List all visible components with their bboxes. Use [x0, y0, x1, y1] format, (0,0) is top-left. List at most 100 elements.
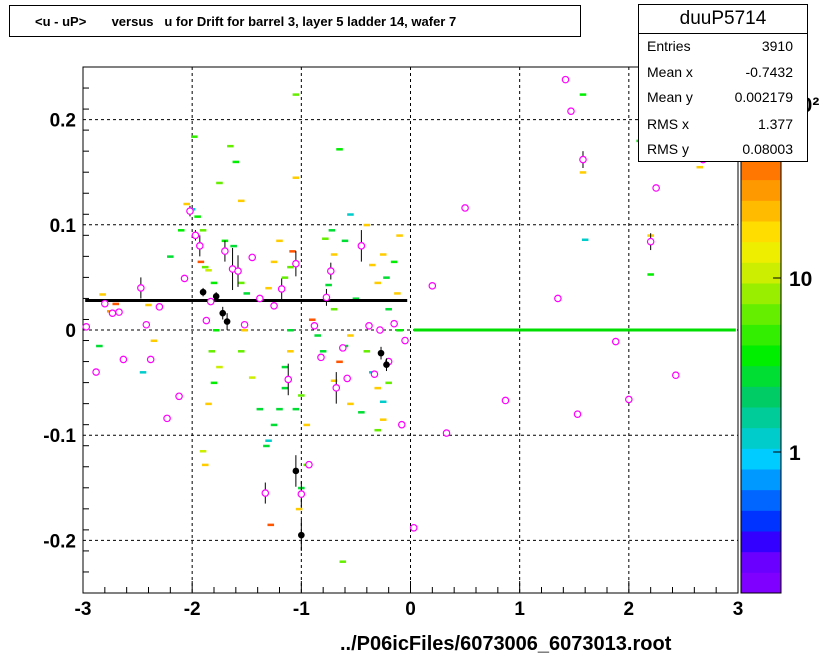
black-point — [223, 318, 231, 325]
heatmap-cell — [336, 148, 343, 151]
heatmap-cell — [267, 523, 275, 527]
heatmap-cell — [347, 213, 354, 216]
heatmap-cell — [243, 292, 251, 295]
color-scale-label: 10 — [789, 268, 812, 291]
profile-point — [461, 204, 469, 212]
heatmap-cell — [256, 407, 264, 411]
heatmap-cell — [210, 381, 218, 385]
profile-point — [332, 384, 341, 392]
heatmap-cell — [292, 176, 300, 179]
profile-point — [305, 460, 313, 469]
stats-row-entries: Entries 3910 — [639, 35, 807, 59]
stats-value: 0.002179 — [734, 89, 793, 105]
heatmap-cell — [276, 407, 283, 411]
heatmap-cell — [579, 171, 587, 174]
profile-point — [652, 184, 660, 192]
profile-point — [196, 242, 204, 250]
profile-point — [119, 355, 128, 364]
heatmap-cell — [379, 253, 387, 256]
profile-point — [202, 316, 211, 325]
profile-point — [142, 320, 151, 329]
heatmap-cell — [339, 560, 347, 563]
y-axis-ticks: -0.2 -0.1 0 0.1 0.2 — [43, 66, 89, 594]
y-tick-label: -0.2 — [43, 531, 76, 552]
heatmap-cell — [194, 215, 201, 218]
heatmap-cell — [199, 229, 207, 232]
heatmap-cell — [363, 223, 371, 227]
profile-point — [322, 293, 331, 302]
heatmap-cell — [212, 329, 220, 332]
heatmap-cell — [328, 229, 336, 232]
heatmap-cell — [347, 334, 354, 337]
heatmap-cell — [139, 371, 147, 374]
color-scale-segment — [741, 179, 781, 201]
color-scale: 11010² — [740, 94, 819, 594]
stats-label: RMS y — [647, 141, 689, 157]
heatmap-cell — [263, 444, 270, 448]
heatmap-cell — [112, 302, 120, 306]
heatmap-cell — [385, 381, 392, 385]
stats-row-mean-x: Mean x -0.7432 — [639, 61, 807, 85]
x-tick-label: -3 — [75, 599, 92, 620]
fit-lines — [85, 299, 736, 332]
heatmap-cell — [341, 239, 349, 243]
heatmap-cell — [394, 292, 401, 295]
color-scale-segment — [741, 241, 781, 263]
profile-point — [248, 253, 257, 262]
heatmap-cell — [208, 350, 216, 353]
color-scale-segment — [741, 386, 781, 408]
color-scale-segment — [741, 283, 781, 305]
color-scale-segment — [741, 427, 781, 449]
heatmap-cell — [248, 376, 256, 379]
profile-point — [297, 490, 306, 498]
profile-point — [390, 319, 398, 328]
heatmap-cells — [96, 93, 704, 563]
x-tick-label: 3 — [733, 599, 744, 620]
heatmap-cell — [281, 276, 289, 279]
heatmap-cell — [322, 237, 329, 240]
heatmap-cell — [330, 307, 338, 311]
profile-point — [186, 207, 194, 215]
heatmap-cell — [216, 181, 223, 185]
profile-point — [101, 299, 109, 308]
heatmap-cell — [383, 276, 390, 279]
color-scale-segment — [741, 551, 781, 573]
black-point — [298, 531, 305, 539]
profile-point — [428, 282, 437, 290]
profile-point — [343, 374, 351, 383]
color-scale-segment — [741, 200, 781, 222]
profile-point — [82, 323, 91, 331]
stats-label: RMS x — [647, 116, 689, 132]
profile-point — [92, 368, 100, 376]
profile-point — [163, 414, 171, 423]
heatmap-cell — [374, 281, 382, 285]
profile-point — [137, 284, 145, 292]
color-scale-segment — [741, 510, 781, 532]
heatmap-cell — [292, 93, 300, 96]
profile-point — [365, 321, 373, 330]
profile-point — [442, 429, 451, 437]
heatmap-cell — [265, 286, 272, 290]
heatmap-cell — [374, 428, 382, 432]
stats-value: 3910 — [761, 38, 793, 54]
heatmap-cell — [205, 402, 212, 406]
color-scale-segment — [741, 407, 781, 429]
heatmap-cell — [238, 199, 245, 203]
heatmap-cell — [385, 307, 392, 311]
color-scale-segment — [741, 262, 781, 284]
profile-point — [155, 303, 164, 311]
heatmap-cell — [347, 402, 354, 406]
profile-point — [357, 242, 366, 250]
heatmap-cell — [298, 394, 305, 397]
color-scale-segment — [741, 489, 781, 511]
x-tick-label: 2 — [624, 599, 635, 620]
profile-point — [206, 297, 215, 306]
x-tick-label: 0 — [405, 599, 416, 620]
heatmap-cell — [205, 269, 212, 272]
heatmap-cell — [210, 281, 218, 285]
stats-label: Mean y — [647, 89, 693, 105]
heatmap-cell — [336, 360, 343, 364]
x-tick-label: -1 — [293, 599, 310, 620]
x-tick-label: 1 — [514, 599, 525, 620]
heatmap-cell — [270, 423, 278, 427]
